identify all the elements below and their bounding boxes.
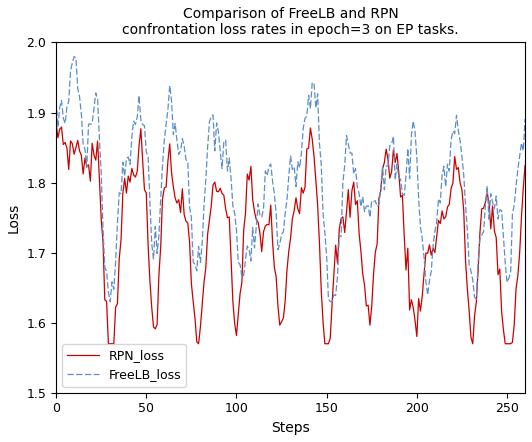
Title: Comparison of FreeLB and RPN
confrontation loss rates in epoch=3 on EP tasks.: Comparison of FreeLB and RPN confrontati…	[122, 7, 459, 37]
Line: RPN_loss: RPN_loss	[56, 124, 525, 344]
FreeLB_loss	[219, 166, 225, 171]
FreeLB_loss	[230, 203, 236, 208]
FreeLB_loss	[53, 99, 59, 104]
RPN_loss	[53, 121, 59, 126]
FreeLB_loss	[522, 116, 528, 122]
FreeLB_loss	[300, 126, 306, 131]
RPN_loss	[89, 141, 95, 146]
RPN_loss	[217, 186, 223, 191]
FreeLB_loss	[71, 54, 77, 59]
FreeLB_loss	[457, 138, 463, 144]
Line: FreeLB_loss: FreeLB_loss	[56, 57, 525, 302]
RPN_loss	[298, 185, 305, 190]
Legend: RPN_loss, FreeLB_loss: RPN_loss, FreeLB_loss	[62, 344, 186, 386]
RPN_loss	[522, 163, 528, 168]
Y-axis label: Loss: Loss	[7, 202, 21, 233]
RPN_loss	[105, 341, 112, 347]
RPN_loss	[82, 156, 88, 161]
RPN_loss	[228, 258, 234, 263]
FreeLB_loss	[91, 106, 97, 111]
FreeLB_loss	[107, 299, 113, 305]
RPN_loss	[455, 165, 462, 170]
FreeLB_loss	[84, 165, 90, 170]
X-axis label: Steps: Steps	[271, 421, 310, 435]
